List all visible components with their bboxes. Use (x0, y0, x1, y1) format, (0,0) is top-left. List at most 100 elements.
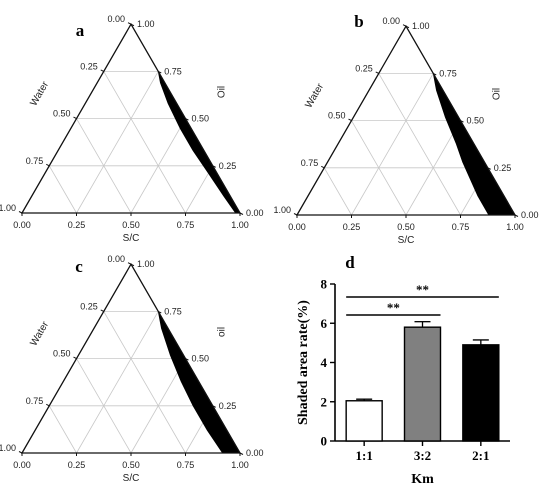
sc-tick-label: 0.50 (397, 222, 415, 232)
grid-line-sc (130, 118, 186, 214)
grid-line-water (48, 405, 77, 454)
oil-tick-label: 0.25 (219, 401, 237, 411)
y-tick-label: 2 (321, 394, 328, 409)
water-axis-title: Water (303, 81, 326, 110)
water-tick-mark (46, 163, 50, 167)
sc-tick-label: 1.00 (231, 220, 249, 230)
oil-tick-mark (158, 310, 162, 314)
grid-line-water (48, 165, 77, 214)
oil-tick-mark (433, 72, 437, 76)
grid-line-sc (405, 120, 461, 216)
x-tick-label: 1:1 (355, 448, 372, 463)
sc-axis-title: S/C (123, 233, 140, 244)
x-tick-label: 2:1 (472, 448, 489, 463)
sc-axis-title: S/C (123, 473, 140, 484)
grid-line-water (103, 311, 186, 454)
ternary-panel-a: 0.00 0.25 0.50 0.75 1.00 0.00 0.25 0.50 0.75 1.00… (0, 14, 264, 244)
water-axis-title: Water (28, 319, 51, 348)
water-tick-mark (18, 211, 23, 214)
significance-label: ** (387, 300, 400, 315)
oil-tick-label: 0.75 (164, 66, 182, 76)
oil-tick-mark (212, 405, 216, 408)
oil-tick-label: 0.00 (521, 210, 539, 220)
panel-letter: a (76, 21, 85, 40)
grid-line-water (76, 118, 132, 214)
sc-tick-label: 0.25 (68, 460, 86, 470)
panel-letter: d (345, 253, 355, 272)
sc-tick-label: 0.00 (13, 460, 31, 470)
water-tick-label: 0.25 (355, 63, 373, 73)
water-tick-mark (321, 165, 325, 169)
oil-tick-mark (212, 165, 216, 168)
water-tick-mark (293, 213, 298, 216)
oil-axis-title: Oil (491, 88, 502, 100)
oil-tick-label: 0.00 (246, 208, 264, 218)
ternary-panel-b: 0.00 0.25 0.50 0.75 1.00 0.00 0.25 0.50 0.75 1.00… (273, 12, 538, 246)
water-tick-label: 0.50 (328, 111, 346, 121)
significance-label: ** (416, 282, 429, 297)
water-tick-mark (100, 309, 104, 312)
y-tick-label: 4 (321, 355, 328, 370)
sc-tick-label: 0.75 (177, 220, 195, 230)
sc-tick-label: 0.25 (343, 222, 361, 232)
grid-line-water (103, 71, 186, 214)
sc-tick-label: 1.00 (231, 460, 249, 470)
water-tick-mark (127, 262, 132, 265)
water-tick-label: 0.25 (80, 301, 98, 311)
y-tick-label: 8 (321, 277, 328, 292)
oil-tick-mark (158, 70, 162, 74)
water-tick-mark (73, 116, 77, 120)
water-tick-label: 0.75 (301, 158, 319, 168)
oil-tick-label: 1.00 (137, 259, 155, 269)
grid-line-water (378, 73, 461, 216)
oil-axis-title: oil (216, 327, 227, 337)
y-tick-label: 6 (321, 316, 328, 331)
oil-tick-mark (514, 214, 519, 217)
sc-tick-label: 1.00 (506, 222, 524, 232)
bar-3:2 (403, 326, 442, 442)
grid-line-sc (351, 73, 434, 216)
water-tick-mark (100, 69, 104, 72)
sc-tick-label: 0.00 (288, 222, 306, 232)
ternary-panel-c: 0.00 0.25 0.50 0.75 1.00 0.00 0.25 0.50 0.75 1.00… (0, 254, 264, 484)
water-tick-mark (73, 356, 77, 360)
oil-tick-label: 0.50 (467, 116, 485, 126)
sc-tick-label: 0.50 (122, 220, 140, 230)
oil-tick-label: 0.25 (494, 163, 512, 173)
oil-tick-label: 0.75 (439, 68, 457, 78)
water-tick-label: 0.00 (382, 16, 400, 26)
oil-tick-mark (239, 212, 244, 215)
y-axis-title: Shaded area rate(%) (296, 300, 311, 425)
oil-tick-mark (460, 120, 464, 123)
grid-line-water (351, 120, 407, 216)
oil-tick-label: 1.00 (412, 21, 430, 31)
water-tick-label: 0.25 (80, 61, 98, 71)
sc-tick-label: 0.75 (177, 460, 195, 470)
oil-tick-mark (130, 263, 135, 267)
panel-letter: c (75, 257, 83, 276)
bar-2:1 (462, 344, 500, 442)
grid-line-water (323, 167, 352, 216)
grid-line-sc (130, 358, 186, 454)
sc-tick-label: 0.75 (452, 222, 470, 232)
water-tick-label: 1.00 (273, 205, 291, 215)
oil-tick-mark (239, 452, 244, 455)
bar-panel-d: 0 2 4 6 8 1:1 3:2 2:1 ** ** Shaded area rate(%) Km d (296, 253, 510, 487)
water-tick-mark (375, 71, 379, 74)
x-tick-label: 3:2 (414, 448, 431, 463)
water-tick-label: 0.75 (26, 156, 44, 166)
water-tick-label: 0.00 (107, 14, 125, 24)
oil-tick-label: 0.50 (192, 114, 210, 124)
oil-tick-label: 0.25 (219, 161, 237, 171)
water-tick-label: 0.50 (53, 109, 71, 119)
y-tick-label: 0 (321, 434, 328, 449)
water-tick-mark (348, 118, 352, 122)
water-tick-label: 0.50 (53, 349, 71, 359)
water-tick-mark (46, 403, 50, 407)
water-tick-label: 1.00 (0, 203, 16, 213)
oil-tick-label: 0.75 (164, 306, 182, 316)
x-axis-title: Km (411, 472, 434, 487)
oil-tick-mark (487, 167, 491, 170)
grid-line-sc (76, 311, 159, 454)
